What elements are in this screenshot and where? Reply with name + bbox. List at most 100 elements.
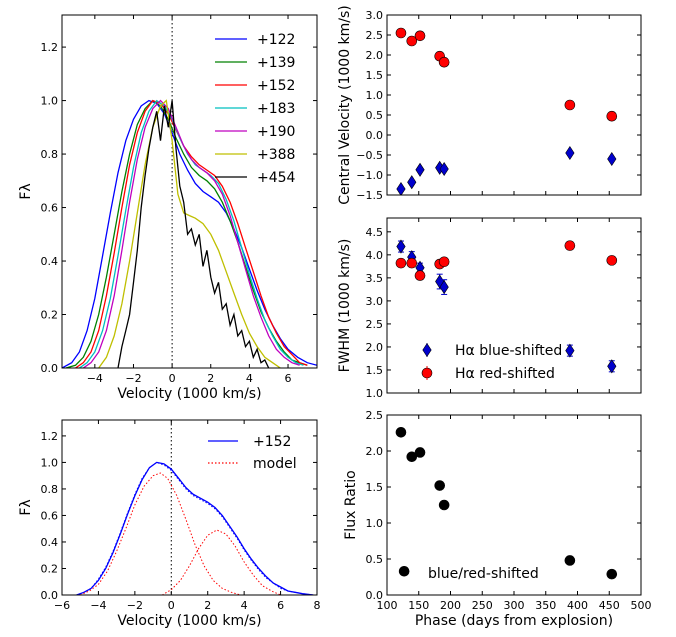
x-tick-label: 2 xyxy=(207,372,214,385)
y-tick-label: 2.0 xyxy=(366,445,384,458)
x-tick-label: 100 xyxy=(377,599,398,612)
x-tick-label: 400 xyxy=(567,599,588,612)
y-tick-label: 0.4 xyxy=(41,536,59,549)
x-tick-label: 150 xyxy=(408,599,429,612)
y-tick-label: 2.5 xyxy=(366,29,384,42)
series-line xyxy=(117,100,270,368)
y-tick-label: 2.5 xyxy=(366,409,384,422)
x-axis-label: Velocity (1000 km/s) xyxy=(117,613,261,629)
data-point-circle xyxy=(414,30,426,42)
data-point-diamond xyxy=(607,359,617,374)
x-axis-label: Velocity (1000 km/s) xyxy=(117,386,261,402)
x-tick-label: 6 xyxy=(277,599,284,612)
data-point-diamond xyxy=(396,181,406,195)
y-tick-label: 1.0 xyxy=(41,456,59,469)
series-line xyxy=(79,472,241,595)
y-tick-label: 0.4 xyxy=(41,255,59,268)
x-tick-label: 250 xyxy=(472,599,493,612)
plot-area xyxy=(76,420,314,595)
x-tick-label: 0 xyxy=(169,372,176,385)
x-tick-label: 2 xyxy=(204,599,211,612)
data-point-diamond xyxy=(607,151,617,167)
x-tick-label: 350 xyxy=(535,599,556,612)
y-tick-label: 0.8 xyxy=(41,483,59,496)
plot-background xyxy=(62,15,317,368)
y-tick-label: 1.5 xyxy=(366,69,384,82)
y-tick-label: 1.0 xyxy=(366,387,384,400)
x-tick-label: 200 xyxy=(440,599,461,612)
legend-label: +152 xyxy=(253,434,291,450)
plot-frame xyxy=(61,419,318,596)
x-tick-label: −6 xyxy=(54,599,70,612)
y-tick-label: 0.0 xyxy=(41,362,59,375)
y-tick-label: 0.6 xyxy=(41,202,59,215)
y-tick-label: 0.6 xyxy=(41,509,59,522)
plot-frame xyxy=(386,414,642,596)
legend-label: Hα red-shifted xyxy=(455,366,555,382)
x-tick-label: 4 xyxy=(241,599,248,612)
x-tick-label: 0 xyxy=(168,599,175,612)
data-point-circle xyxy=(398,565,410,577)
y-tick-label: 0.0 xyxy=(366,129,384,142)
y-tick-label: 0.5 xyxy=(366,553,384,566)
panel-central-velocity: −1.5 −1.0 −0.5 0.0 0.5 1.0 1.5 2.0 2.5 3.0 Central… xyxy=(337,5,642,205)
series-line xyxy=(161,529,281,595)
data-point-circle xyxy=(438,56,450,68)
y-tick-label: 3.0 xyxy=(366,9,384,22)
y-tick-label: 2.5 xyxy=(366,318,384,331)
y-tick-label: 0.2 xyxy=(41,562,59,575)
data-point-diamond xyxy=(439,161,449,177)
x-tick-label: −2 xyxy=(127,599,143,612)
y-tick-label: 2.0 xyxy=(366,341,384,354)
x-tick-label: 8 xyxy=(314,599,321,612)
y-tick-label: −1.5 xyxy=(356,189,383,202)
plot-background xyxy=(62,420,317,595)
y-tick-label: 0.5 xyxy=(366,109,384,122)
y-tick-label: 4.5 xyxy=(366,226,384,239)
data-point-circle xyxy=(434,480,446,491)
panel-fwhm: 1.0 1.5 2.0 2.5 3.0 3.5 4.0 4.5 FWHM (1000 km/s)… xyxy=(337,217,642,400)
y-tick-label: 2.0 xyxy=(366,49,384,62)
data-point-diamond xyxy=(422,342,432,358)
series-line xyxy=(76,461,314,595)
legend-label: +190 xyxy=(257,124,295,140)
y-tick-label: 0.2 xyxy=(41,309,59,322)
data-point-circle xyxy=(414,270,426,281)
data-point-circle xyxy=(406,35,418,47)
x-tick-label: 450 xyxy=(599,599,620,612)
y-tick-label: 1.0 xyxy=(41,95,59,108)
data-point-circle xyxy=(564,555,576,566)
y-tick-label: 1.5 xyxy=(366,364,384,377)
plot-area xyxy=(395,426,618,580)
data-point-circle xyxy=(421,367,433,379)
data-point-circle xyxy=(414,447,426,458)
data-point-diamond xyxy=(565,145,575,161)
annotation-label: blue/red-shifted xyxy=(428,566,539,582)
plot-frame xyxy=(386,217,642,394)
y-axis-label: Fλ xyxy=(18,499,34,515)
plot-area xyxy=(62,15,317,368)
data-point-circle xyxy=(406,257,418,269)
data-point-circle xyxy=(395,27,407,39)
x-tick-label: −2 xyxy=(125,372,141,385)
data-point-diamond xyxy=(565,343,575,358)
data-point-circle xyxy=(564,240,576,251)
x-tick-label: 6 xyxy=(285,372,292,385)
legend-label: +152 xyxy=(257,78,295,94)
panel-line-profiles: 0.0 0.2 0.4 0.6 0.8 1.0 1.2 −4 −2 0 2 4 6 Velocity (1… xyxy=(18,14,318,402)
legend-label: +183 xyxy=(257,101,295,117)
y-tick-label: −1.0 xyxy=(356,169,383,182)
y-tick-label: 1.2 xyxy=(41,430,59,443)
series-line xyxy=(98,99,281,368)
y-tick-label: 4.0 xyxy=(366,249,384,262)
y-tick-label: 3.0 xyxy=(366,295,384,308)
y-tick-label: 1.0 xyxy=(366,89,384,102)
data-point-circle xyxy=(395,257,407,269)
y-axis-label: FWHM (1000 km/s) xyxy=(337,239,353,373)
x-tick-label: 500 xyxy=(631,599,652,612)
plot-background xyxy=(387,415,641,595)
data-point-circle xyxy=(606,568,618,580)
legend-label: +454 xyxy=(257,170,296,186)
plot-area xyxy=(395,27,618,195)
